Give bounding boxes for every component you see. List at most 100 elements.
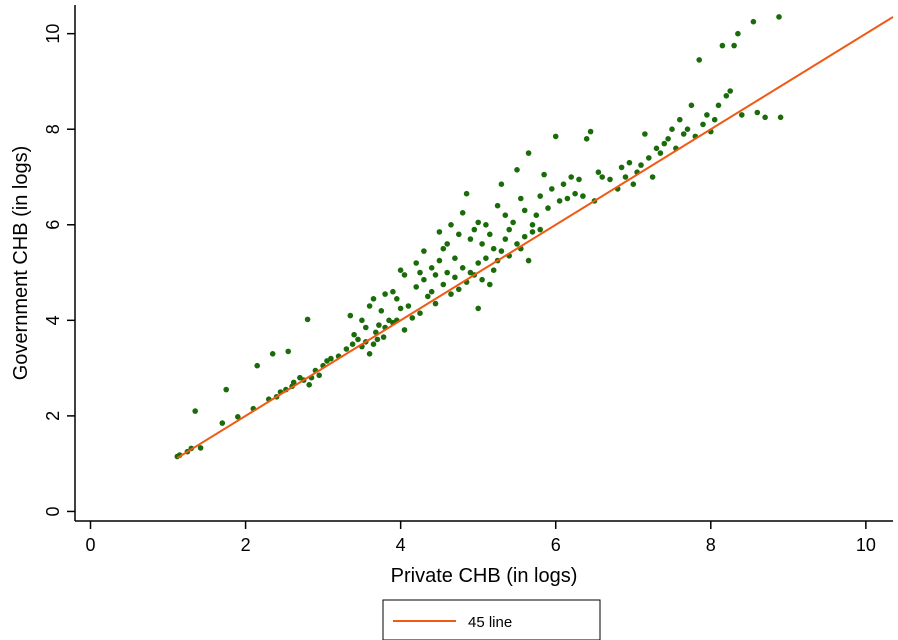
scatter-point	[413, 284, 420, 290]
scatter-point	[518, 195, 524, 202]
scatter-point	[475, 305, 482, 312]
scatter-point	[285, 348, 292, 355]
y-tick-label: 8	[43, 124, 63, 134]
scatter-point	[626, 159, 633, 166]
scatter-point	[715, 102, 722, 109]
scatter-point	[452, 274, 458, 281]
scatter-point	[638, 162, 644, 168]
scatter-point	[576, 176, 582, 183]
y-axis-title: Government CHB (in logs)	[10, 146, 32, 381]
scatter-point	[417, 269, 423, 276]
scatter-point	[529, 229, 536, 235]
scatter-point	[432, 272, 439, 278]
scatter-point	[436, 229, 443, 235]
scatter-point	[428, 288, 435, 295]
scatter-point	[459, 265, 466, 271]
scatter-point	[355, 336, 361, 343]
scatter-point	[595, 169, 602, 175]
scatter-point	[409, 315, 416, 321]
scatter-point	[290, 379, 297, 386]
scatter-point	[397, 267, 404, 274]
scatter-point	[197, 445, 204, 451]
scatter-point	[479, 241, 485, 247]
scatter-point	[467, 236, 474, 242]
scatter-point	[374, 336, 381, 343]
scatter-point	[459, 210, 466, 216]
scatter-point	[642, 131, 648, 137]
scatter-point	[316, 372, 323, 379]
scatter-point	[502, 212, 509, 218]
scatter-point	[440, 281, 447, 288]
scatter-point	[444, 269, 451, 276]
scatter-point	[432, 300, 439, 307]
scatter-point	[684, 126, 691, 132]
legend-label-45-line: 45 line	[468, 614, 512, 631]
x-axis-title: Private CHB (in logs)	[391, 565, 578, 587]
scatter-point	[487, 281, 493, 288]
scatter-point	[556, 198, 563, 204]
scatter-point	[587, 128, 594, 135]
scatter-point	[545, 205, 551, 211]
x-axis-ticks: 0 2 4 6 8 10	[85, 521, 876, 555]
scatter-point	[711, 116, 718, 123]
scatter-point	[514, 167, 520, 173]
scatter-point	[448, 291, 454, 297]
scatter-point	[223, 386, 229, 393]
scatter-point	[568, 174, 574, 180]
scatter-point	[351, 331, 357, 338]
scatter-point	[269, 351, 276, 357]
scatter-point	[483, 222, 489, 228]
scatter-point	[440, 245, 447, 252]
scatter-point	[731, 42, 737, 49]
scatter-point	[343, 346, 350, 352]
scatter-point	[754, 109, 761, 116]
scatter-point	[413, 260, 420, 266]
y-tick-label: 2	[43, 411, 63, 421]
scatter-point	[380, 334, 387, 340]
scatter-point	[219, 420, 226, 426]
series-line-45	[176, 16, 894, 459]
scatter-point	[401, 272, 408, 278]
scatter-point	[490, 267, 497, 274]
scatter-point	[560, 181, 567, 187]
scatter-point	[370, 341, 377, 348]
scatter-point	[417, 310, 423, 317]
scatter-point	[382, 291, 388, 297]
scatter-point	[428, 265, 435, 271]
scatter-point	[490, 245, 497, 252]
x-tick-label: 2	[241, 535, 251, 555]
scatter-point	[646, 155, 652, 161]
scatter-point	[735, 30, 741, 37]
x-tick-label: 6	[551, 535, 561, 555]
scatter-point	[537, 193, 543, 199]
scatter-point	[366, 351, 373, 357]
scatter-point	[653, 145, 660, 152]
scatter-point	[436, 257, 443, 264]
scatter-point	[397, 305, 404, 312]
scatter-point	[700, 121, 706, 128]
scatter-point	[378, 308, 385, 314]
y-axis-ticks: 0 2 4 6 8 10	[43, 24, 75, 516]
reference-lines	[176, 16, 894, 459]
x-tick-label: 0	[85, 535, 95, 555]
scatter-point	[506, 226, 512, 233]
scatter-point	[475, 260, 482, 266]
scatter-point	[471, 226, 478, 233]
scatter-point	[521, 233, 528, 240]
scatter-point	[370, 296, 377, 302]
scatter-point	[688, 102, 695, 109]
scatter-point	[657, 150, 664, 156]
scatter-point	[514, 241, 520, 247]
scatter-point	[525, 257, 532, 264]
y-tick-label: 6	[43, 220, 63, 230]
scatter-point	[192, 408, 198, 414]
scatter-point	[421, 248, 427, 254]
scatter-point	[306, 382, 313, 388]
scatter-point	[328, 355, 334, 362]
y-tick-label: 10	[43, 24, 63, 44]
scatter-point	[475, 219, 482, 226]
scatter-point	[549, 186, 555, 192]
scatter-point	[669, 126, 675, 132]
scatter-point	[521, 207, 528, 214]
scatter-point	[502, 236, 509, 242]
